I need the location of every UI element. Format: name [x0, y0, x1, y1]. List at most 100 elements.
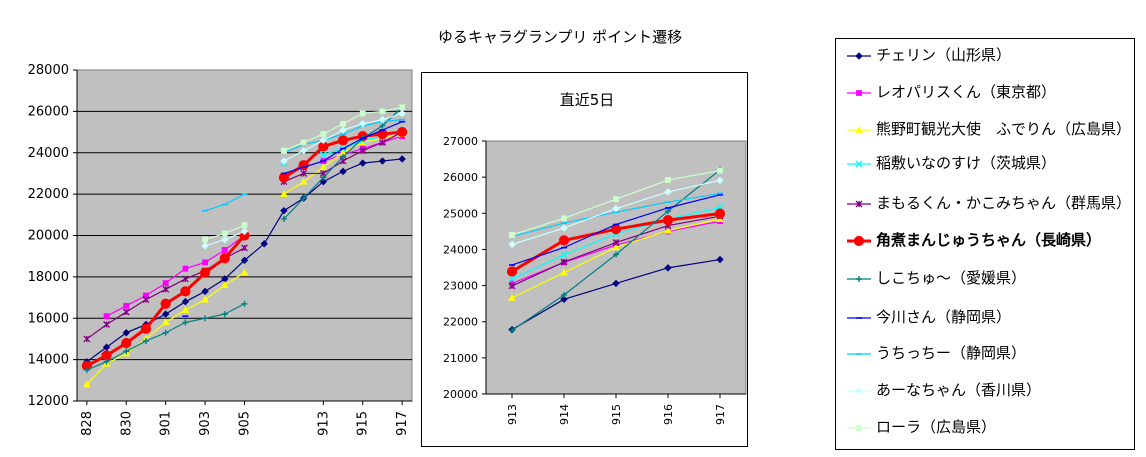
inset-data-point [613, 251, 619, 258]
main-data-point [300, 139, 307, 146]
main-x-tick-label: 903 [198, 411, 213, 436]
main-data-point [182, 319, 189, 326]
inset-x-tick-label: 914 [558, 404, 571, 425]
main-data-point [339, 167, 347, 176]
main-data-point [280, 157, 288, 165]
main-data-point [221, 230, 228, 237]
legend-label: ローラ（広島県） [876, 418, 997, 436]
main-data-point [221, 247, 228, 253]
main-data-point [378, 157, 387, 165]
main-x-tick-label: 917 [395, 411, 410, 436]
inset-y-tick-label: 23000 [443, 280, 478, 293]
main-y-tick-label: 12000 [28, 394, 69, 409]
legend-marker-icon [847, 235, 871, 247]
main-data-point [319, 136, 328, 145]
main-y-tick-label: 22000 [28, 187, 69, 202]
main-data-point [181, 275, 189, 283]
main-data-point [103, 313, 110, 320]
main-x-tick-label: 901 [159, 411, 174, 436]
legend-marker-icon [847, 200, 871, 208]
inset-data-point [508, 275, 516, 283]
main-series-line [106, 235, 245, 317]
legend-marker-icon [847, 387, 871, 395]
main-data-point [300, 169, 308, 177]
main-data-point [397, 126, 408, 138]
main-data-point [201, 287, 209, 296]
legend-label: 今川さん（静岡県） [876, 308, 1012, 326]
main-data-point [378, 138, 386, 146]
main-data-point [359, 147, 367, 155]
main-x-tick-label: 915 [356, 411, 371, 436]
inset-data-point [664, 226, 672, 234]
main-data-point [398, 109, 406, 118]
main-x-tick-label: 905 [238, 411, 253, 436]
inset-x-tick-label: 916 [662, 404, 675, 425]
legend-swatch-marker [856, 276, 862, 282]
inset-data-point [558, 235, 570, 246]
legend-swatch-marker [855, 387, 863, 395]
main-data-point [319, 151, 327, 159]
inset-data-point [560, 251, 568, 259]
main-y-tick-label: 24000 [28, 146, 69, 161]
inset-data-point [664, 188, 672, 196]
legend-marker-icon [847, 425, 871, 431]
legend-swatch-marker [855, 200, 863, 208]
legend-swatch-marker [855, 160, 863, 168]
inset-data-point [665, 208, 671, 215]
main-data-point [359, 110, 366, 117]
main-y-tick-label: 16000 [28, 311, 69, 326]
inset-x-tick-label: 915 [610, 404, 623, 425]
main-data-point [339, 126, 347, 134]
main-data-point [181, 305, 190, 313]
legend-swatch-marker [856, 425, 862, 431]
main-x-tick-label: 828 [80, 411, 95, 436]
legend-marker-icon [847, 125, 871, 133]
legend: チェリン（山形県） レオパリスくん（東京都） 熊野町観光大使 ふでりん（広島県） 稲敷… [835, 38, 1135, 450]
main-data-point [280, 215, 287, 222]
main-data-point [161, 318, 170, 326]
inset-data-point [612, 243, 620, 251]
inset-chart-frame [421, 72, 748, 447]
legend-label: あーなちゃん（香川県） [876, 381, 1042, 399]
main-data-point [398, 155, 406, 163]
main-y-tick-label: 18000 [28, 270, 69, 285]
legend-marker-icon [847, 52, 871, 60]
main-data-point [280, 190, 288, 198]
inset-data-point [716, 176, 724, 185]
main-data-point [221, 235, 229, 244]
main-data-point [280, 206, 288, 215]
legend-swatch-marker [856, 90, 862, 96]
main-data-point [241, 300, 248, 307]
main-data-point [320, 174, 327, 181]
inset-data-point [560, 295, 568, 304]
legend-label: うちっちー（静岡県） [876, 344, 1027, 362]
inset-data-point [612, 239, 620, 247]
main-data-point [241, 244, 248, 252]
main-data-point [121, 337, 132, 349]
main-data-point [379, 108, 386, 115]
main-data-point [340, 153, 347, 160]
main-data-point [299, 146, 308, 155]
legend-marker-icon [847, 353, 871, 355]
inset-y-tick-label: 21000 [443, 352, 478, 365]
inset-data-point [509, 232, 515, 238]
main-data-point [142, 296, 150, 304]
inset-x-tick-label: 917 [714, 404, 727, 425]
main-data-point [122, 308, 130, 316]
inset-data-point [508, 282, 516, 290]
main-data-point [240, 268, 249, 276]
main-data-point [160, 298, 171, 309]
legend-label: レオパリスくん（東京都） [876, 83, 1057, 101]
inset-plot-area [485, 140, 747, 395]
inset-data-point [561, 291, 567, 298]
main-data-point [359, 159, 367, 167]
main-data-point [299, 177, 308, 185]
main-data-point [202, 236, 208, 243]
legend-label: チェリン（山形県） [876, 46, 1012, 64]
inset-data-point [714, 208, 726, 219]
legend-swatch-marker [853, 235, 865, 247]
main-data-point [260, 240, 268, 248]
main-y-tick-label: 28000 [28, 63, 69, 78]
main-data-point [182, 265, 189, 272]
